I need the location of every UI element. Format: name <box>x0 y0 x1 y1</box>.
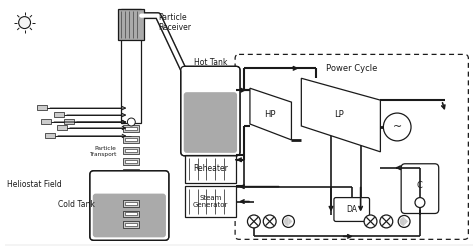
Bar <box>121 9 141 123</box>
Bar <box>126 171 137 174</box>
Circle shape <box>128 118 135 126</box>
Text: Reheater: Reheater <box>193 164 228 173</box>
FancyBboxPatch shape <box>184 92 237 153</box>
Text: LP: LP <box>334 110 344 119</box>
FancyBboxPatch shape <box>90 171 169 240</box>
Polygon shape <box>404 217 408 226</box>
Bar <box>118 9 144 41</box>
Bar <box>126 224 137 226</box>
Bar <box>185 155 236 183</box>
Bar <box>123 180 139 187</box>
Text: ~: ~ <box>392 122 402 132</box>
Bar <box>126 204 137 206</box>
Bar <box>41 119 51 124</box>
FancyBboxPatch shape <box>401 164 439 213</box>
Text: Power Cycle: Power Cycle <box>326 64 377 73</box>
Text: Particle
Transport: Particle Transport <box>89 146 117 157</box>
FancyBboxPatch shape <box>93 194 166 237</box>
Text: Cold Tank: Cold Tank <box>57 200 94 209</box>
Bar <box>123 136 139 143</box>
Bar <box>126 193 137 196</box>
Bar <box>126 202 137 205</box>
Bar <box>126 149 137 152</box>
Bar <box>126 138 137 141</box>
Bar <box>123 125 139 132</box>
Bar <box>123 210 139 217</box>
Text: Particle
Receiver: Particle Receiver <box>158 13 191 32</box>
Text: C: C <box>417 181 423 190</box>
Circle shape <box>380 215 393 228</box>
Wedge shape <box>284 217 289 226</box>
Bar <box>37 105 47 110</box>
Bar <box>123 200 139 206</box>
Bar <box>123 169 139 176</box>
Bar <box>126 212 137 215</box>
Bar <box>57 125 67 130</box>
Bar <box>123 158 139 165</box>
Text: Heliostat Field: Heliostat Field <box>7 180 62 189</box>
FancyBboxPatch shape <box>181 66 240 156</box>
Bar <box>123 222 139 228</box>
Circle shape <box>263 215 276 228</box>
Bar <box>46 133 55 138</box>
Polygon shape <box>301 78 381 152</box>
Bar <box>64 119 74 124</box>
Circle shape <box>383 113 411 141</box>
Text: Hot Tank: Hot Tank <box>194 58 227 67</box>
Bar <box>123 202 139 208</box>
Bar <box>123 147 139 154</box>
Bar <box>123 191 139 198</box>
Bar <box>126 127 137 130</box>
Circle shape <box>18 17 30 29</box>
Circle shape <box>247 215 260 228</box>
Bar <box>126 214 137 217</box>
Bar <box>126 160 137 163</box>
FancyBboxPatch shape <box>334 198 370 222</box>
Circle shape <box>415 198 425 207</box>
Text: Steam
Generator: Steam Generator <box>193 195 228 208</box>
FancyBboxPatch shape <box>235 54 468 239</box>
Bar <box>126 182 137 185</box>
Text: DA: DA <box>346 205 357 214</box>
Bar <box>185 186 236 217</box>
Circle shape <box>398 215 410 227</box>
Text: HP: HP <box>264 110 275 119</box>
Polygon shape <box>289 217 292 226</box>
Bar <box>123 212 139 219</box>
Polygon shape <box>250 88 292 140</box>
Bar <box>54 112 64 117</box>
Circle shape <box>283 215 294 227</box>
Circle shape <box>364 215 377 228</box>
Wedge shape <box>400 217 404 226</box>
